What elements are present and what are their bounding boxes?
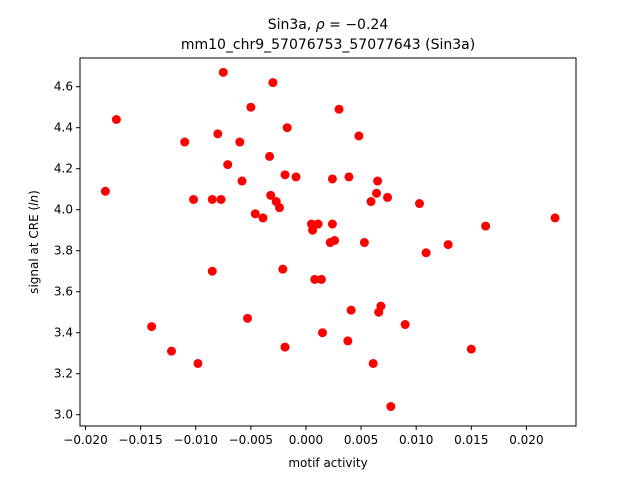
data-point (147, 322, 157, 332)
data-point (218, 67, 228, 77)
data-point (383, 192, 393, 202)
y-tick-label: 3.2 (54, 367, 73, 381)
data-point (266, 190, 276, 200)
data-point (343, 336, 353, 346)
data-point (235, 137, 245, 147)
data-point (317, 328, 327, 338)
data-point (481, 221, 491, 231)
y-tick-label: 3.4 (54, 326, 73, 340)
data-points (100, 67, 560, 412)
data-point (421, 248, 431, 258)
data-point (180, 137, 190, 147)
data-point (313, 219, 323, 229)
data-point (207, 266, 217, 276)
data-point (243, 313, 253, 323)
data-point (400, 320, 410, 330)
data-point (414, 199, 424, 209)
data-point (100, 186, 110, 196)
x-axis-label: motif activity (288, 456, 367, 470)
data-point (291, 172, 301, 182)
data-point (280, 170, 290, 180)
x-tick-label: 0.005 (344, 433, 378, 447)
y-tick-label: 3.0 (54, 408, 73, 422)
chart-title: Sin3a, ρ = −0.24 (268, 17, 389, 33)
y-tick-label: 4.6 (54, 80, 73, 94)
y-tick-label: 4.2 (54, 162, 73, 176)
data-point (368, 358, 378, 368)
tick-layer: −0.020 −0.015 −0.010 −0.005 0.000 0.005 0.010 0… (54, 80, 544, 447)
x-tick-label: 0.010 (399, 433, 433, 447)
data-point (366, 197, 376, 207)
data-point (386, 402, 396, 412)
data-point (373, 176, 383, 186)
data-point (344, 172, 354, 182)
data-point (346, 305, 356, 315)
data-point (166, 346, 176, 356)
data-point (216, 194, 226, 204)
y-tick-label: 3.8 (54, 244, 73, 258)
data-point (359, 238, 369, 248)
data-point (327, 174, 337, 184)
y-tick-label: 4.0 (54, 203, 73, 217)
chart-subtitle: mm10_chr9_57076753_57077643 (Sin3a) (181, 37, 475, 53)
data-point (280, 342, 290, 352)
data-point (466, 344, 476, 354)
x-tick-label: 0.000 (289, 433, 323, 447)
data-point (237, 176, 247, 186)
data-point (258, 213, 268, 223)
x-tick-label: 0.015 (454, 433, 488, 447)
data-point (213, 129, 223, 139)
x-tick-label: −0.020 (63, 433, 107, 447)
data-point (111, 115, 121, 125)
data-point (443, 240, 453, 250)
data-point (376, 301, 386, 311)
data-point (207, 194, 217, 204)
data-point (310, 274, 320, 284)
data-point (189, 194, 199, 204)
data-point (316, 274, 326, 284)
data-point (371, 188, 381, 198)
y-axis-label: signal at CRE (ln) (27, 190, 41, 294)
data-point (265, 151, 275, 161)
y-tick-label: 3.6 (54, 285, 73, 299)
x-tick-label: −0.015 (118, 433, 162, 447)
data-point (354, 131, 364, 141)
data-point (246, 102, 256, 112)
data-point (268, 78, 278, 88)
data-point (282, 123, 292, 133)
x-tick-label: −0.010 (174, 433, 218, 447)
data-point (250, 209, 260, 219)
y-tick-label: 4.4 (54, 121, 73, 135)
data-point (223, 160, 233, 170)
data-point (327, 219, 337, 229)
data-point (334, 104, 344, 114)
data-point (275, 203, 285, 213)
data-point (193, 358, 203, 368)
data-point (278, 264, 288, 274)
data-point (308, 225, 318, 235)
x-tick-label: −0.005 (229, 433, 273, 447)
data-point (330, 235, 340, 245)
x-tick-label: 0.020 (509, 433, 543, 447)
plot-area-frame (79, 57, 577, 427)
data-point (550, 213, 560, 223)
